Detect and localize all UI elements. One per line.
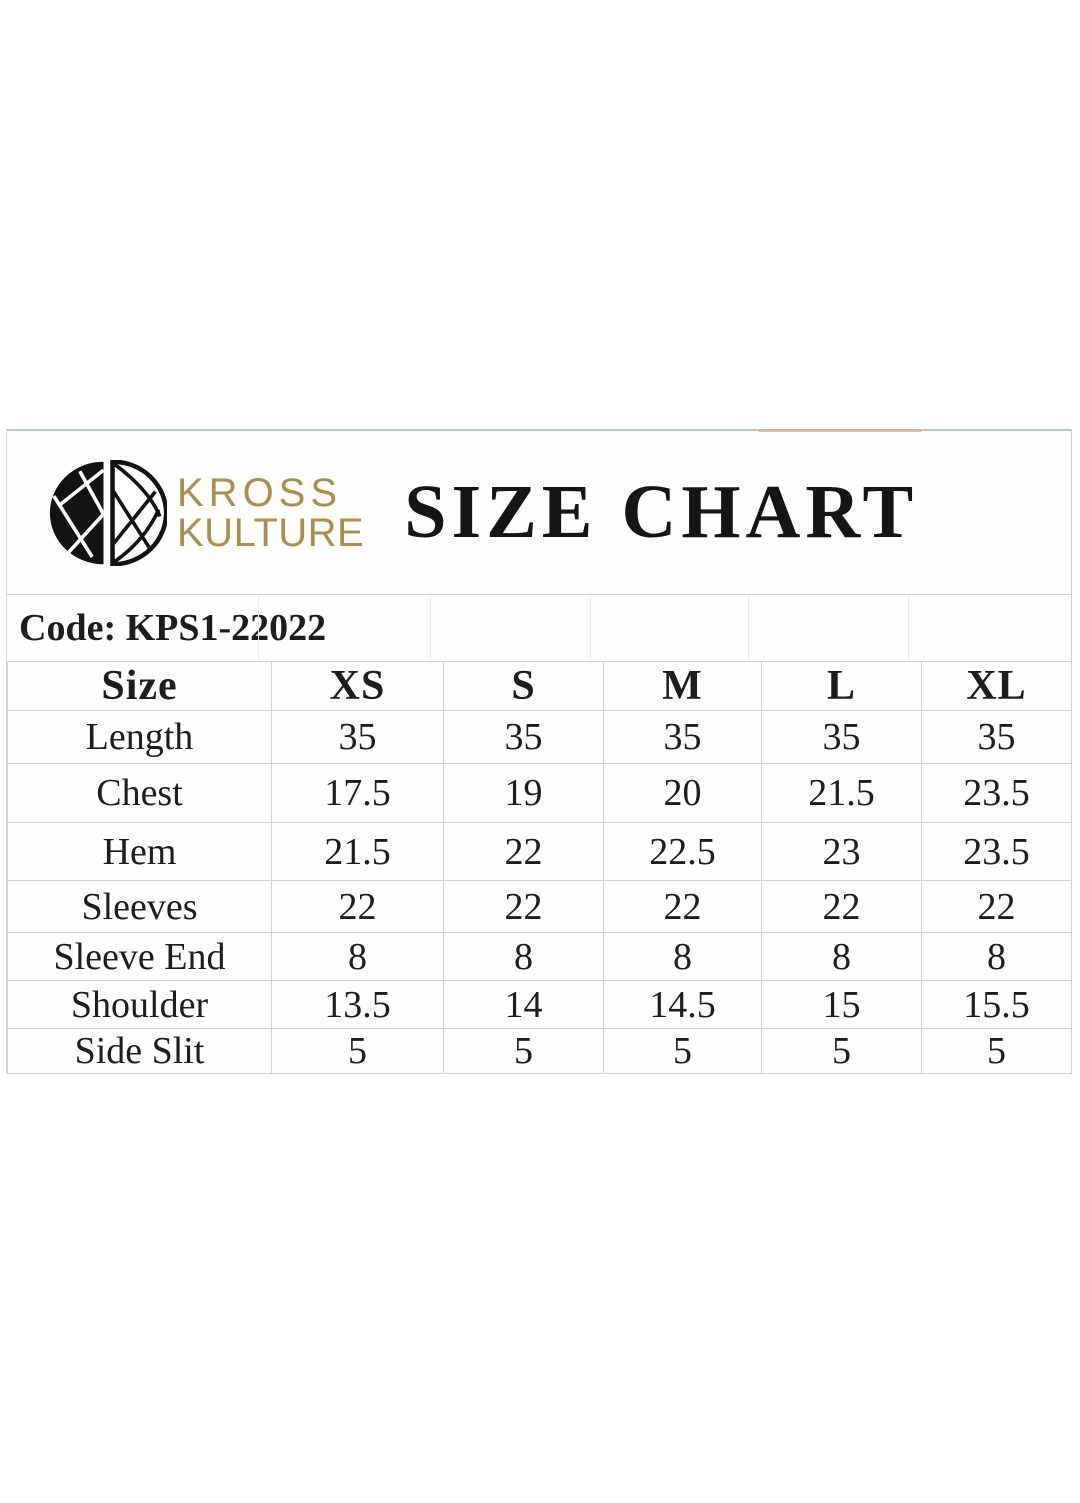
cell: 8 xyxy=(921,932,1072,981)
size-table-header-row: Size XS S M L XL xyxy=(7,661,1072,711)
table-row-length: Length 35 35 35 35 35 xyxy=(7,710,1072,764)
cell: 5 xyxy=(761,1028,922,1074)
column-guide-line xyxy=(430,595,431,661)
column-header-m: M xyxy=(603,661,762,711)
cell: 22.5 xyxy=(603,822,762,881)
kross-kulture-logo-icon xyxy=(49,459,167,566)
cell: 8 xyxy=(761,932,922,981)
cell: 5 xyxy=(271,1028,444,1074)
brand-line-kulture: KULTURE xyxy=(177,510,365,555)
cell: 8 xyxy=(443,932,604,981)
cell: 22 xyxy=(443,880,604,933)
cell: 13.5 xyxy=(271,980,444,1029)
row-label: Length xyxy=(7,710,272,764)
cell: 21.5 xyxy=(761,763,922,823)
cell: 15.5 xyxy=(921,980,1072,1029)
cell: 35 xyxy=(603,710,762,764)
cell: 22 xyxy=(271,880,444,933)
cell: 20 xyxy=(603,763,762,823)
cell: 21.5 xyxy=(271,822,444,881)
table-row-sleeves: Sleeves 22 22 22 22 22 xyxy=(7,880,1072,933)
cell: 23.5 xyxy=(921,822,1072,881)
row-label: Shoulder xyxy=(7,980,272,1029)
column-guide-line xyxy=(748,595,749,661)
row-label: Hem xyxy=(7,822,272,881)
cell: 22 xyxy=(761,880,922,933)
cell: 35 xyxy=(443,710,604,764)
page-title: SIZE CHART xyxy=(404,470,919,554)
cell: 22 xyxy=(603,880,762,933)
row-label: Sleeves xyxy=(7,880,272,933)
cell: 23.5 xyxy=(921,763,1072,823)
cell: 15 xyxy=(761,980,922,1029)
cell: 35 xyxy=(921,710,1072,764)
table-row-sleeve-end: Sleeve End 8 8 8 8 8 xyxy=(7,932,1072,981)
product-code-row: Code: KPS1-22022 xyxy=(7,594,1071,661)
cell: 8 xyxy=(271,932,444,981)
brand-line-kross: KROSS xyxy=(177,470,343,515)
column-header-s: S xyxy=(443,661,604,711)
cell: 5 xyxy=(921,1028,1072,1074)
row-label: Sleeve End xyxy=(7,932,272,981)
size-table: Size XS S M L XL Length 35 35 35 35 35 C… xyxy=(7,661,1072,1074)
cell: 35 xyxy=(271,710,444,764)
brand-wordmark: KROSS KULTURE xyxy=(177,473,364,553)
cell: 14 xyxy=(443,980,604,1029)
table-row-shoulder: Shoulder 13.5 14 14.5 15 15.5 xyxy=(7,980,1072,1029)
cell: 14.5 xyxy=(603,980,762,1029)
column-guide-line xyxy=(908,595,909,661)
column-guide-line xyxy=(590,595,591,661)
column-header-xs: XS xyxy=(271,661,444,711)
cell: 22 xyxy=(921,880,1072,933)
row-label: Chest xyxy=(7,763,272,823)
cell: 17.5 xyxy=(271,763,444,823)
top-border-accent xyxy=(759,429,921,432)
table-row-hem: Hem 21.5 22 22.5 23 23.5 xyxy=(7,822,1072,881)
cell: 5 xyxy=(443,1028,604,1074)
header: KROSS KULTURE SIZE CHART xyxy=(7,431,1071,594)
column-header-xl: XL xyxy=(921,661,1072,711)
product-code: Code: KPS1-22022 xyxy=(19,607,327,649)
size-chart-sheet: KROSS KULTURE SIZE CHART Code: KPS1-2202… xyxy=(6,429,1072,1074)
cell: 8 xyxy=(603,932,762,981)
cell: 5 xyxy=(603,1028,762,1074)
row-label: Side Slit xyxy=(7,1028,272,1074)
column-guide-line xyxy=(258,595,259,661)
table-row-chest: Chest 17.5 19 20 21.5 23.5 xyxy=(7,763,1072,823)
cell: 23 xyxy=(761,822,922,881)
column-header-l: L xyxy=(761,661,922,711)
cell: 35 xyxy=(761,710,922,764)
column-header-size: Size xyxy=(7,661,272,711)
table-row-side-slit: Side Slit 5 5 5 5 5 xyxy=(7,1028,1072,1074)
cell: 19 xyxy=(443,763,604,823)
cell: 22 xyxy=(443,822,604,881)
